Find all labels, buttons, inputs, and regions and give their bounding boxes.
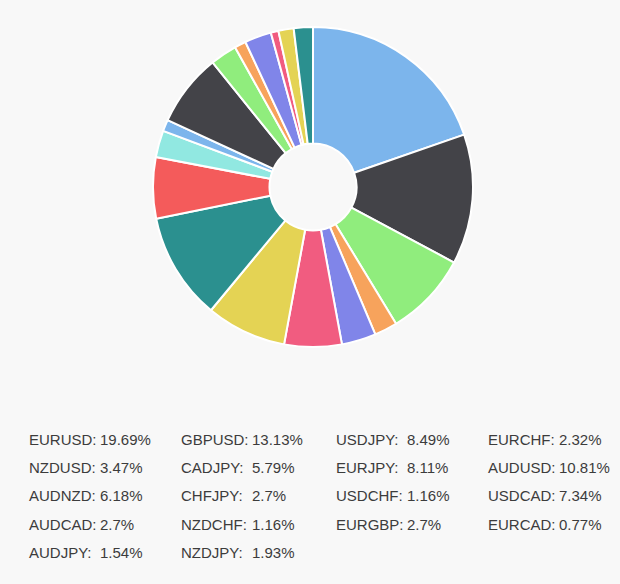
legend-pair-label: CHFJPY: [181,487,252,504]
legend-pair-value: 2.7% [252,487,286,504]
legend-item: AUDCAD:2.7% [29,510,151,538]
legend-pair-value: 1.54% [100,544,143,561]
legend-pair-value: 10.81% [559,459,610,476]
legend-pair-label: AUDNZD: [29,487,100,504]
legend-item: CADJPY:5.79% [181,453,303,481]
legend-item: CHFJPY:2.7% [181,482,303,510]
legend-item: EURCAD:0.77% [488,510,610,538]
legend-pair-value: 2.7% [407,516,441,533]
legend-pair-label: USDJPY: [336,431,407,448]
legend-item: USDCAD:7.34% [488,482,610,510]
legend-pair-label: EURCAD: [488,516,559,533]
legend-item: EURJPY:8.11% [336,453,450,481]
legend-item: NZDUSD:3.47% [29,453,151,481]
legend-item: NZDCHF:1.16% [181,510,303,538]
legend-column-3: USDJPY:8.49%EURJPY:8.11%USDCHF:1.16%EURG… [336,425,450,538]
legend-pair-value: 1.16% [252,516,295,533]
legend-pair-value: 1.93% [252,544,295,561]
legend-column-4: EURCHF:2.32%AUDUSD:10.81%USDCAD:7.34%EUR… [488,425,610,538]
legend-item: AUDJPY:1.54% [29,538,151,566]
legend-pair-value: 0.77% [559,516,602,533]
legend-column-1: EURUSD:19.69%NZDUSD:3.47%AUDNZD:6.18%AUD… [29,425,151,566]
legend-pair-label: GBPUSD: [181,431,252,448]
currency-distribution-chart [0,0,620,392]
legend-pair-value: 5.79% [252,459,295,476]
legend-pair-label: EURGBP: [336,516,407,533]
legend-pair-label: EURUSD: [29,431,100,448]
legend-item: EURUSD:19.69% [29,425,151,453]
donut-chart-svg [0,0,620,392]
legend-pair-label: AUDUSD: [488,459,559,476]
legend-item: USDCHF:1.16% [336,482,450,510]
legend-item: AUDNZD:6.18% [29,482,151,510]
legend-pair-value: 3.47% [100,459,143,476]
legend-pair-value: 1.16% [407,487,450,504]
legend-pair-label: USDCAD: [488,487,559,504]
legend-pair-value: 19.69% [100,431,151,448]
legend-pair-label: CADJPY: [181,459,252,476]
legend-column-2: GBPUSD:13.13%CADJPY:5.79%CHFJPY:2.7%NZDC… [181,425,303,566]
legend-pair-label: NZDJPY: [181,544,252,561]
legend-item: EURCHF:2.32% [488,425,610,453]
legend-pair-label: NZDCHF: [181,516,252,533]
legend-pair-value: 7.34% [559,487,602,504]
legend-pair-value: 2.32% [559,431,602,448]
legend-pair-label: AUDCAD: [29,516,100,533]
legend-pair-value: 2.7% [100,516,134,533]
legend-item: NZDJPY:1.93% [181,538,303,566]
legend-item: GBPUSD:13.13% [181,425,303,453]
legend-pair-label: EURCHF: [488,431,559,448]
legend-pair-label: NZDUSD: [29,459,100,476]
legend-pair-value: 13.13% [252,431,303,448]
legend-item: USDJPY:8.49% [336,425,450,453]
legend-pair-value: 8.11% [407,459,448,476]
legend-pair-value: 6.18% [100,487,143,504]
legend-pair-label: EURJPY: [336,459,407,476]
legend-pair-value: 8.49% [407,431,450,448]
legend-item: EURGBP:2.7% [336,510,450,538]
legend-pair-label: AUDJPY: [29,544,100,561]
legend: EURUSD:19.69%NZDUSD:3.47%AUDNZD:6.18%AUD… [0,425,620,575]
legend-pair-label: USDCHF: [336,487,407,504]
legend-item: AUDUSD:10.81% [488,453,610,481]
